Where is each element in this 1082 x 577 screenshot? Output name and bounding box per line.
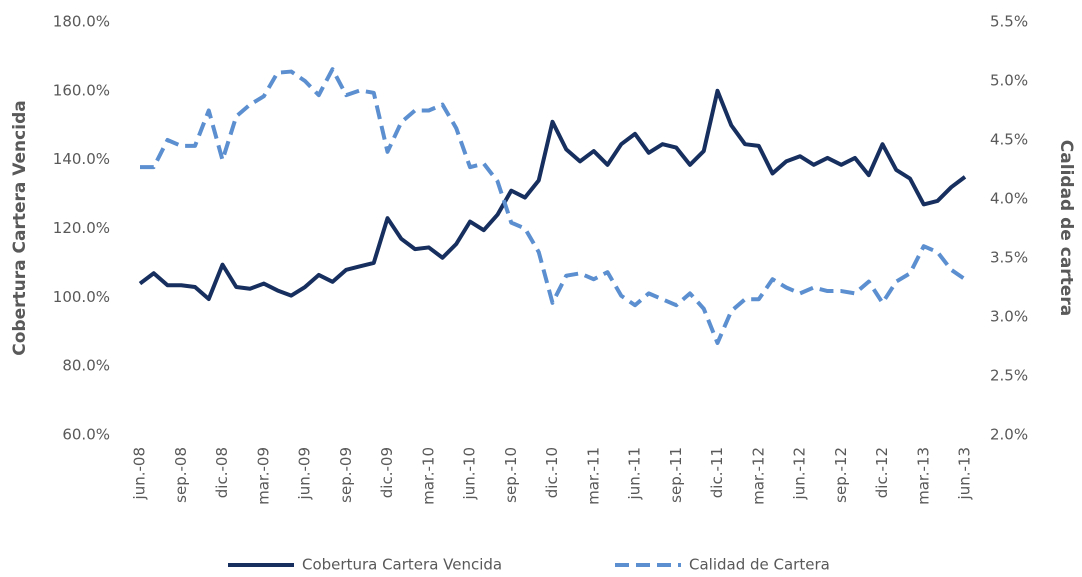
series-line	[138, 88, 967, 302]
x-tick-label: sep.-08	[172, 447, 190, 503]
x-tick-label: mar.-11	[584, 447, 602, 505]
y-tick-label: 60.0%	[62, 426, 110, 444]
x-tick-label: dic.-08	[213, 447, 231, 498]
y-tick-label: 80.0%	[62, 357, 110, 375]
x-tick-label: sep.-11	[667, 447, 685, 503]
x-tick-label: jun.-09	[296, 447, 314, 500]
y-tick-label: 140.0%	[53, 150, 110, 168]
y2-tick-label: 3.0%	[990, 308, 1028, 326]
x-tick-label: jun.-13	[956, 447, 974, 500]
x-tick-label: jun.-08	[131, 447, 149, 500]
x-tick-label: mar.-12	[749, 447, 767, 505]
y-axis-label: Cobertura Cartera Vencida	[10, 100, 30, 355]
x-tick-label: dic.-11	[708, 447, 726, 498]
x-tick-label: mar.-13	[914, 447, 932, 505]
y2-tick-label: 5.5%	[990, 13, 1028, 31]
legend-label: Cobertura Cartera Vencida	[302, 556, 502, 574]
y2-tick-label: 5.0%	[990, 72, 1028, 90]
x-tick-label: mar.-10	[419, 447, 437, 505]
x-tick-label: jun.-11	[626, 447, 644, 500]
y-tick-label: 100.0%	[53, 288, 110, 306]
y2-tick-label: 4.0%	[990, 190, 1028, 208]
y-tick-label: 180.0%	[53, 13, 110, 31]
x-tick-label: sep.-09	[337, 447, 355, 503]
y2-axis-label: Calidad de cartera	[1056, 140, 1076, 316]
x-tick-label: dic.-10	[543, 447, 561, 498]
x-tick-label: mar.-09	[254, 447, 272, 505]
x-tick-label: dic.-09	[378, 447, 396, 498]
x-tick-label: dic.-12	[873, 447, 891, 498]
series-line	[140, 67, 967, 345]
y2-tick-label: 4.5%	[990, 131, 1028, 149]
x-tick-label: jun.-12	[791, 447, 809, 500]
y2-tick-label: 2.5%	[990, 367, 1028, 385]
x-tick-label: sep.-12	[832, 447, 850, 503]
y-tick-label: 160.0%	[53, 81, 110, 99]
legend-label: Calidad de Cartera	[689, 556, 830, 574]
y-tick-label: 120.0%	[53, 219, 110, 237]
x-tick-label: sep.-10	[502, 447, 520, 503]
y2-tick-label: 3.5%	[990, 249, 1028, 267]
x-tick-label: jun.-10	[461, 447, 479, 500]
y2-tick-label: 2.0%	[990, 426, 1028, 444]
